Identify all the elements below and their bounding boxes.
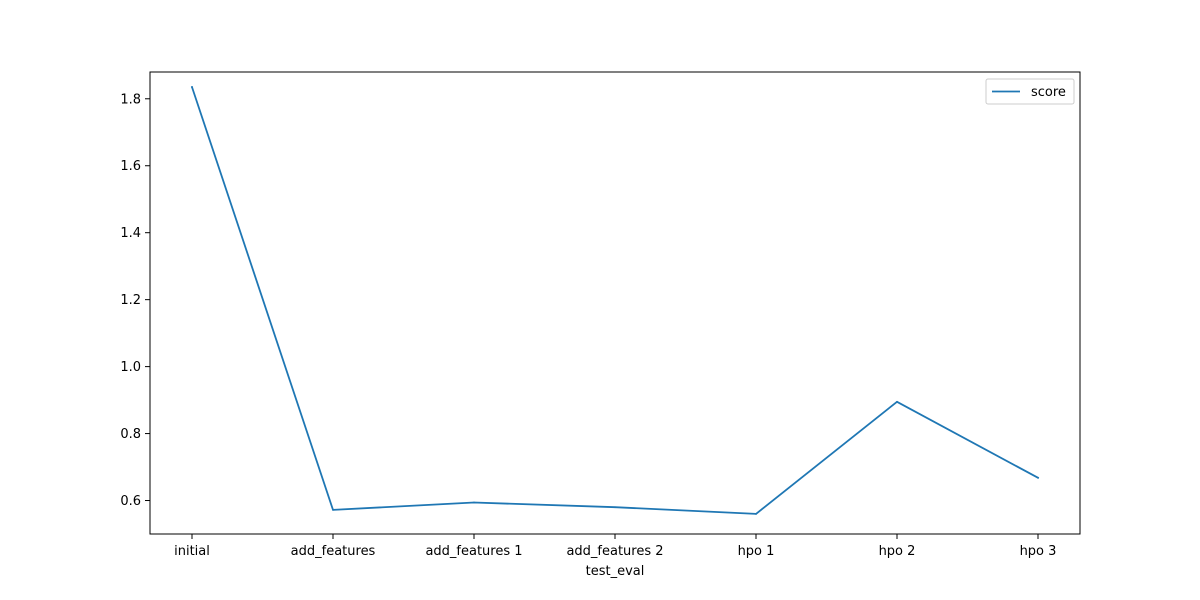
legend: score xyxy=(985,78,1075,105)
data-point xyxy=(896,400,898,403)
legend-label-score: score xyxy=(1031,85,1066,100)
x-tick-label: add_features xyxy=(291,544,376,559)
data-point xyxy=(1037,476,1039,479)
y-tick-label: 1.2 xyxy=(120,293,141,308)
data-point xyxy=(755,513,757,515)
y-tick-label: 1.6 xyxy=(120,159,141,174)
x-tick-label: initial xyxy=(174,544,210,559)
data-point xyxy=(191,86,193,88)
y-tick-label: 0.8 xyxy=(120,427,141,442)
y-tick-label: 1.4 xyxy=(120,226,141,241)
x-axis-title: test_eval xyxy=(586,564,645,579)
x-tick-label: add_features 1 xyxy=(425,544,522,559)
y-axis: 0.6 0.8 1.0 1.2 1.4 1.6 1.8 xyxy=(120,92,150,509)
y-tick-label: 0.6 xyxy=(120,494,141,509)
x-axis: initial add_features add_features 1 add_fea… xyxy=(174,534,1056,559)
data-point xyxy=(614,506,616,509)
data-point xyxy=(473,501,475,504)
legend-frame xyxy=(985,78,1075,105)
x-tick-label: add_features 2 xyxy=(566,544,663,559)
plot-area xyxy=(150,72,1080,534)
data-point xyxy=(332,508,334,511)
y-tick-label: 1.8 xyxy=(120,92,141,107)
series-layer xyxy=(190,85,1040,515)
x-tick-label: hpo 2 xyxy=(879,544,916,559)
x-tick-label: hpo 3 xyxy=(1020,544,1057,559)
x-tick-label: hpo 1 xyxy=(738,544,775,559)
y-tick-label: 1.0 xyxy=(120,360,141,375)
